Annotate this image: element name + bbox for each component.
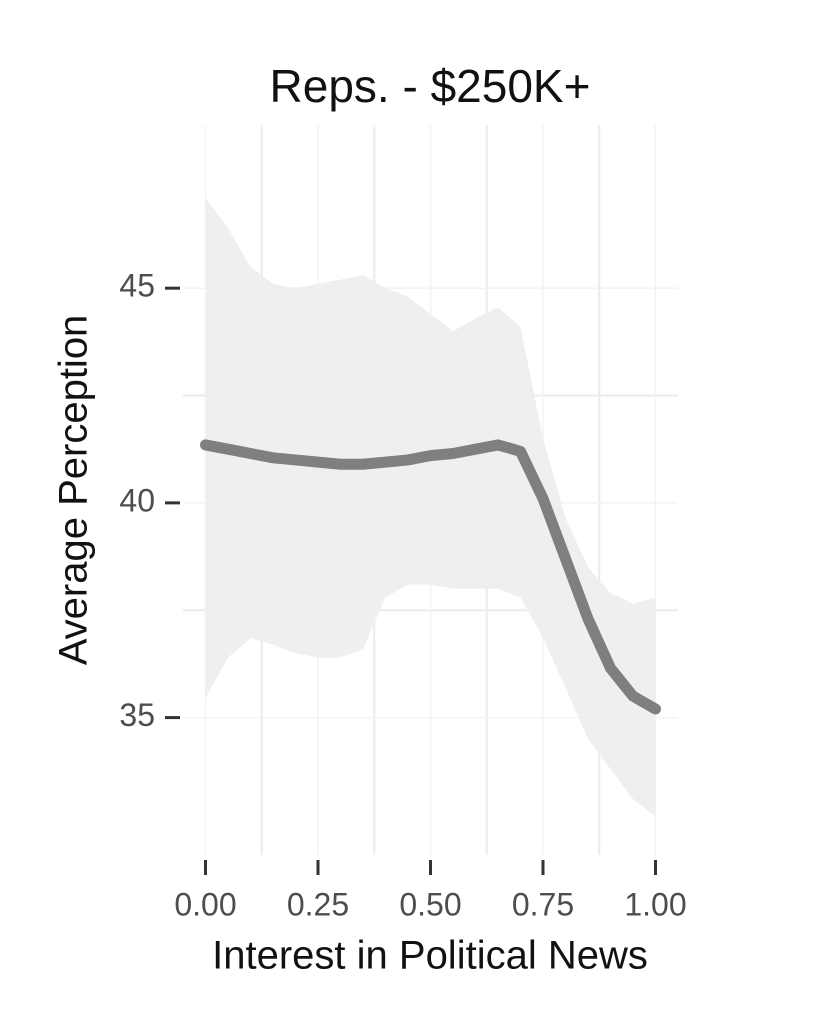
y-axis-title: Average Perception	[52, 315, 96, 666]
x-tick-label: 0.75	[512, 886, 574, 922]
y-tick-label: 45	[119, 268, 155, 304]
x-tick-label: 0.25	[287, 886, 349, 922]
x-tick-label: 0.50	[399, 886, 461, 922]
y-tick-label: 35	[119, 697, 155, 733]
trend-line	[200, 439, 661, 715]
confidence-band	[205, 198, 656, 817]
x-axis-title: Interest in Political News	[212, 934, 648, 978]
x-tick-label: 1.00	[624, 886, 686, 922]
chart-title: Reps. - $250K+	[270, 60, 591, 112]
x-tick-label: 0.00	[174, 886, 236, 922]
y-tick-label: 40	[119, 482, 155, 518]
